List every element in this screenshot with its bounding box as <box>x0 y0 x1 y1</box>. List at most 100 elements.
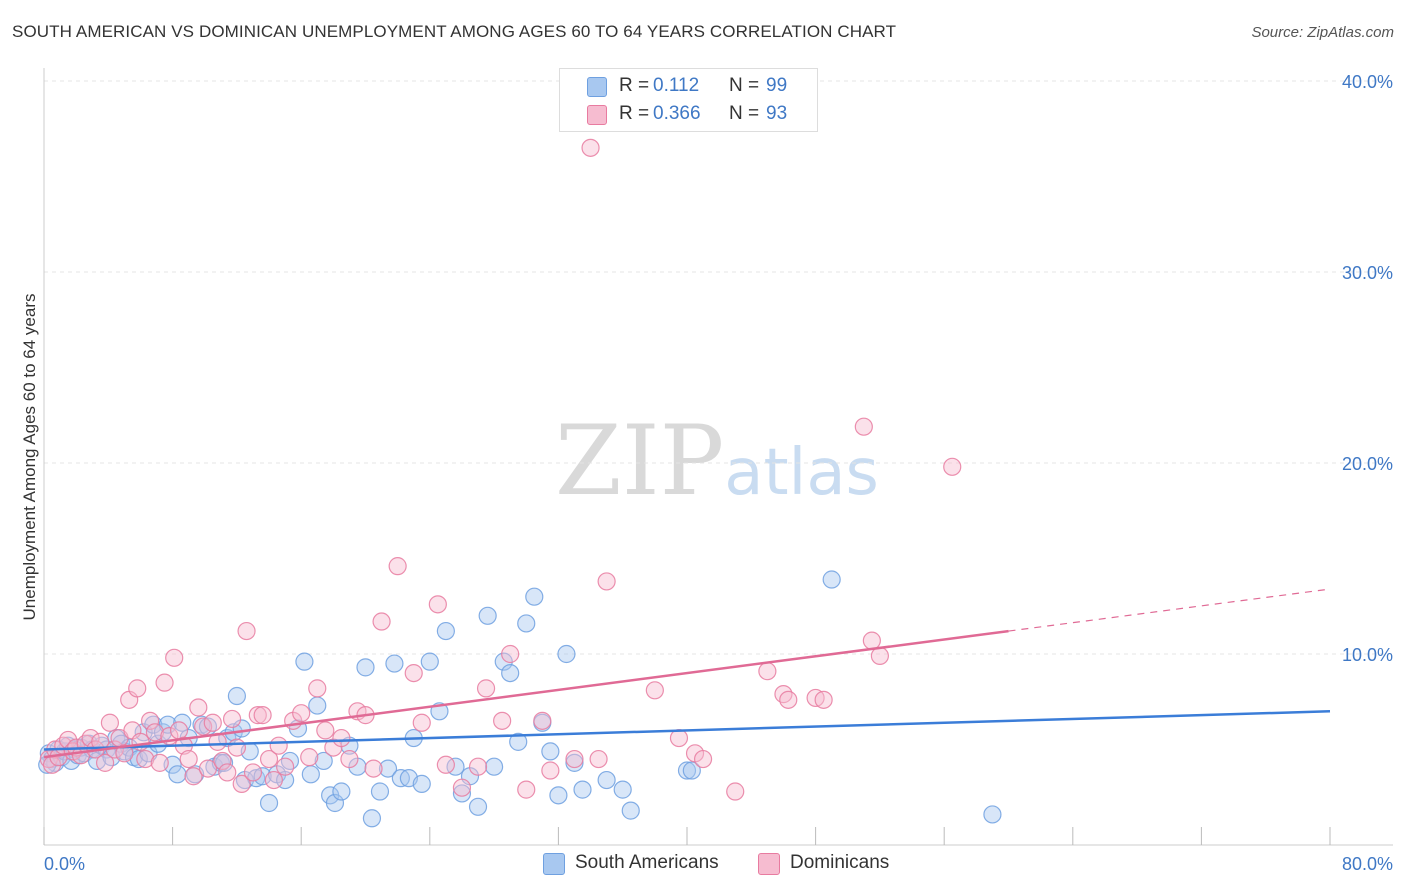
watermark: ZIPatlas <box>555 405 879 517</box>
dominican-point <box>222 709 242 729</box>
y-tick-label: 40.0% <box>1342 72 1393 92</box>
south-american-point <box>517 614 536 633</box>
legend-r-value: 0.366 <box>653 103 701 124</box>
y-tick-label: 10.0% <box>1342 645 1393 665</box>
watermark-zip: ZIP <box>555 405 725 517</box>
south-american-point <box>613 780 632 799</box>
bottom-legend-swatch-south-americans <box>543 853 565 875</box>
dominican-trendline-extension <box>1008 588 1331 632</box>
dominican-point <box>227 738 246 757</box>
dominican-point <box>428 595 447 614</box>
dominican-point <box>452 778 472 797</box>
dominican-point <box>589 749 608 769</box>
dominican-point <box>184 767 203 786</box>
south-american-point <box>509 732 528 751</box>
dominican-point <box>276 757 295 776</box>
dominican-point <box>237 621 256 641</box>
dominican-point <box>533 711 552 730</box>
legend-swatch-south-americans <box>587 77 607 97</box>
south-american-point <box>280 751 300 771</box>
south-american-point <box>501 663 520 683</box>
south-american-point <box>468 797 488 816</box>
dominican-point <box>372 612 391 631</box>
south-american-point <box>332 782 351 801</box>
dominican-point <box>253 706 272 725</box>
dominican-point <box>136 749 155 769</box>
dominican-point <box>436 755 455 774</box>
source-label: Source: ZipAtlas.com <box>1251 24 1394 41</box>
dominican-point <box>726 782 745 801</box>
south-american-point <box>325 793 345 813</box>
south-american-point <box>478 606 497 625</box>
dominican-point <box>95 753 115 772</box>
dominican-point <box>248 706 267 725</box>
watermark-atlas: atlas <box>724 436 879 510</box>
south-american-point <box>573 780 592 799</box>
y-tick-label: 20.0% <box>1342 454 1393 474</box>
x-tick-label: 0.0% <box>44 854 85 874</box>
dominican-point <box>862 631 881 650</box>
bottom-legend-swatch-dominicans <box>758 853 780 875</box>
south-american-point <box>378 759 398 778</box>
legend-swatch-dominicans <box>587 105 607 125</box>
south-american-point <box>259 793 279 813</box>
south-american-point <box>253 767 272 786</box>
dominican-point <box>189 698 208 717</box>
dominican-point <box>292 704 311 723</box>
south-american-point <box>168 765 187 784</box>
south-american-point <box>308 696 327 715</box>
dominican-point <box>264 770 283 790</box>
dominican-point <box>870 646 890 666</box>
dominican-point <box>259 749 279 769</box>
dominican-point <box>476 679 496 698</box>
south-american-point <box>412 774 431 793</box>
dominican-point <box>179 749 198 769</box>
dominican-point <box>100 713 120 732</box>
south-american-point <box>436 621 455 641</box>
south-american-point <box>677 761 697 780</box>
dominican-point <box>169 721 189 740</box>
dominican-point <box>814 690 833 709</box>
dominican-point <box>501 644 520 664</box>
dominican-point <box>203 713 222 732</box>
x-tick-label: 80.0% <box>1342 854 1393 874</box>
dominican-point <box>218 763 237 782</box>
dominican-point <box>316 721 335 740</box>
dominican-point <box>269 736 288 755</box>
correlation-legend: R = 0.112 N = 99 R = 0.366 N = 93 <box>559 68 818 132</box>
dominican-point <box>198 759 218 778</box>
dominican-point <box>854 417 873 436</box>
dominican-point <box>150 753 169 772</box>
dominican-point <box>517 780 536 799</box>
dominican-point <box>388 557 407 576</box>
chart-title: SOUTH AMERICAN VS DOMINICAN UNEMPLOYMENT… <box>12 22 897 41</box>
south-american-point <box>452 784 472 803</box>
south-american-point <box>621 801 640 820</box>
dominican-point <box>332 728 351 748</box>
dominican-point <box>645 681 664 700</box>
dominican-point <box>213 751 232 771</box>
dominican-point <box>300 748 319 767</box>
dominican-point <box>364 759 383 778</box>
dominican-point <box>581 138 600 157</box>
south-american-point <box>557 644 576 664</box>
dominican-point <box>165 648 184 667</box>
dominican-point <box>758 662 777 681</box>
dominican-point <box>243 763 263 782</box>
dominican-point <box>232 774 251 793</box>
dominican-point <box>669 728 689 748</box>
south-american-point <box>227 686 246 706</box>
y-axis-label: Unemployment Among Ages 60 to 64 years <box>20 293 39 621</box>
south-american-point <box>983 805 1002 824</box>
south-american-point <box>420 652 439 671</box>
legend-row-dominicans: R = 0.366 N = 93 <box>560 100 817 128</box>
dominican-point <box>541 761 560 780</box>
y-tick-label: 30.0% <box>1342 263 1393 283</box>
dominican-point <box>468 757 488 776</box>
legend-n-label: N = <box>729 103 760 124</box>
south-american-point <box>385 654 404 673</box>
dominican-point <box>693 749 713 769</box>
legend-r-value: 0.112 <box>653 75 700 96</box>
south-american-point <box>525 587 544 606</box>
